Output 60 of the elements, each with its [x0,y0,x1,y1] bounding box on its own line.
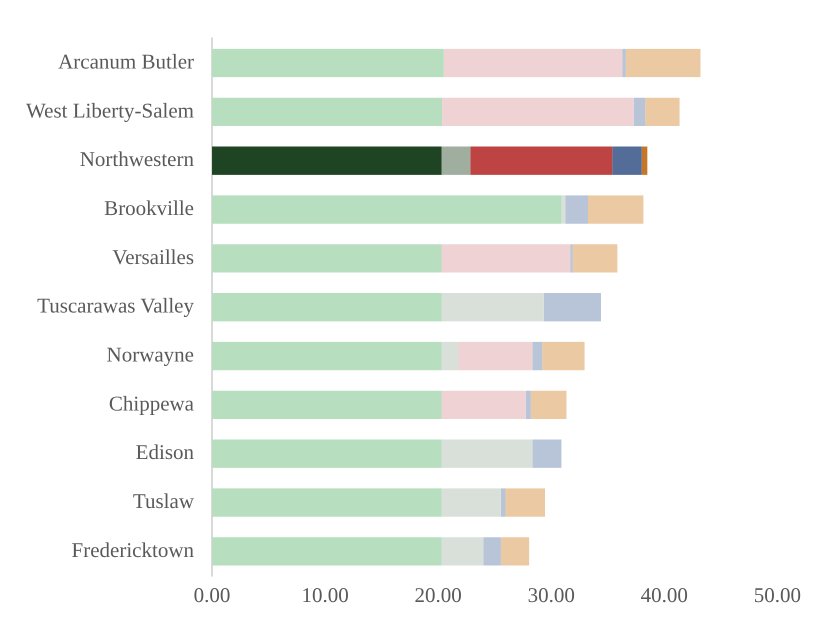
bar [532,440,562,468]
y-tick-label: West Liberty-Salem [26,98,194,122]
bar [442,342,459,370]
bar [500,488,506,517]
y-tick-label: Edison [136,440,194,464]
y-tick-label: Tuslaw [132,489,195,514]
bar [212,537,442,566]
bar [588,195,644,224]
bar [572,244,618,273]
bar [212,293,442,322]
bar [645,98,680,126]
bar [634,98,646,126]
bar [212,48,444,78]
bar [212,244,442,273]
y-tick-label: Chippewa [108,391,195,416]
bar [212,342,442,370]
x-tick-label: 30.00 [528,582,575,607]
y-tick-label: Northwestern [80,147,194,172]
x-tick-label: 10.00 [301,582,349,607]
bar [442,390,526,420]
x-tick-label: 40.00 [640,582,688,607]
bar [642,146,648,175]
bar [444,48,622,78]
bar [483,537,501,566]
bar [442,244,570,273]
bar [458,342,533,370]
bar [505,488,546,517]
y-tick-label: Arcanum Butler [58,50,194,74]
bar [561,195,566,224]
bar [212,440,442,468]
bar [442,488,501,517]
y-tick-label: Versailles [112,244,194,269]
bar [612,146,642,175]
y-tick-label: Brookville [104,196,194,220]
bar [212,390,442,420]
bar [212,146,442,175]
bar [212,195,562,224]
bar [442,146,470,175]
bar [442,98,634,126]
bar [212,488,442,517]
bar [622,48,626,78]
bar [442,537,484,566]
bar [532,342,542,370]
bar [442,440,533,468]
y-tick-label: Norwayne [106,342,194,367]
y-tick-label: Fredericktown [72,538,195,562]
x-tick-label: 50.00 [754,582,801,607]
bar [565,195,588,224]
bar [212,98,442,126]
bar [542,342,585,370]
bar [500,537,530,566]
bar [470,146,612,175]
bar [530,390,566,420]
x-tick-label: 0.00 [194,582,230,607]
bar [626,48,700,78]
x-tick-label: 20.00 [414,582,462,607]
bar [526,390,531,420]
bar [544,293,601,322]
y-tick-label: Tuscarawas Valley [37,294,194,318]
bar [442,293,544,322]
